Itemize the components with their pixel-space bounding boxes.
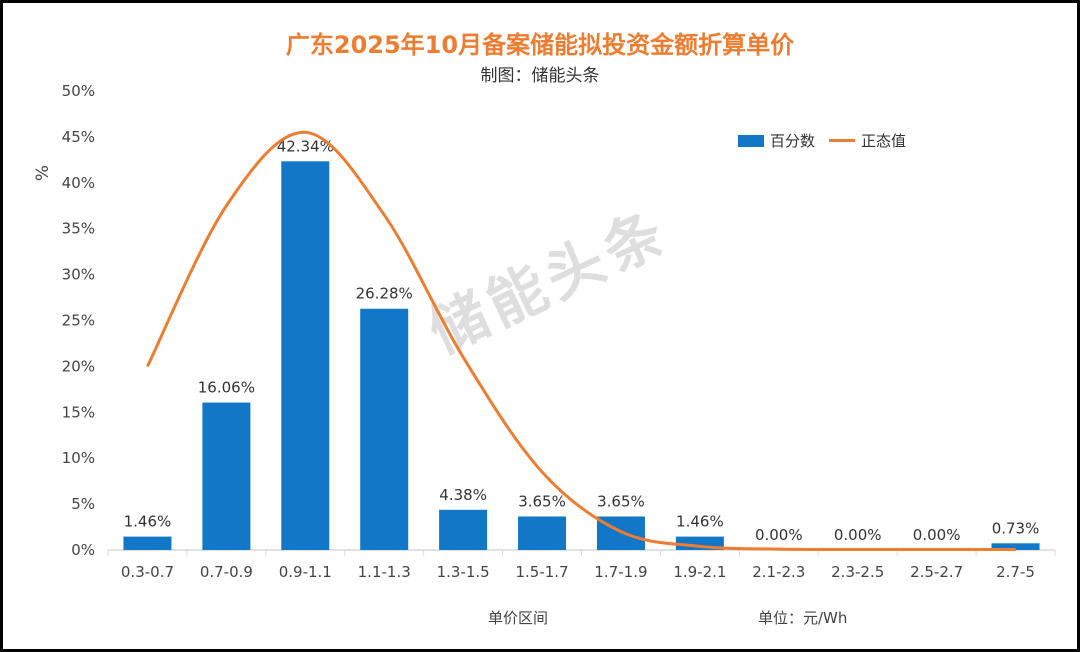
- bar: [202, 402, 251, 550]
- x-tick-label: 1.9-2.1: [673, 563, 726, 581]
- x-axis-label: 单价区间: [488, 609, 549, 627]
- bar: [518, 516, 567, 550]
- y-tick-label: 10%: [62, 449, 95, 467]
- data-label: 16.06%: [198, 379, 255, 397]
- data-label: 3.65%: [597, 492, 645, 510]
- data-label: 26.28%: [356, 285, 413, 303]
- x-tick-label: 1.3-1.5: [437, 563, 490, 581]
- x-tick-label: 1.7-1.9: [594, 563, 647, 581]
- y-tick-label: 0%: [71, 541, 95, 559]
- y-tick-label: 50%: [62, 82, 95, 100]
- data-label: 0.73%: [992, 519, 1040, 537]
- chart-title: 广东2025年10月备案储能拟投资金额折算单价: [285, 31, 795, 59]
- legend-bar-label: 百分数: [770, 132, 816, 150]
- x-tick-label: 2.3-2.5: [831, 563, 884, 581]
- legend-line-label: 正态值: [861, 132, 907, 150]
- chart-frame: 广东2025年10月备案储能拟投资金额折算单价 制图：储能头条 储能头条 % 0…: [3, 3, 1077, 649]
- chart-subtitle: 制图：储能头条: [480, 66, 600, 86]
- bar: [123, 536, 172, 550]
- bar: [281, 161, 330, 551]
- x-tick-label: 1.1-1.3: [358, 563, 411, 581]
- data-label: 1.46%: [124, 513, 172, 531]
- data-label: 3.65%: [518, 492, 566, 510]
- data-label: 1.46%: [676, 513, 724, 531]
- legend: 百分数 正态值: [738, 130, 906, 151]
- y-tick-label: 25%: [62, 312, 95, 330]
- y-tick-label: 40%: [62, 174, 95, 192]
- x-tick-label: 1.5-1.7: [515, 563, 568, 581]
- bar: [360, 308, 409, 550]
- legend-line-swatch: [829, 139, 856, 142]
- x-tick-label: 0.7-0.9: [200, 563, 253, 581]
- y-tick-label: 5%: [71, 495, 95, 513]
- data-label: 42.34%: [277, 137, 334, 155]
- data-label: 0.00%: [834, 526, 882, 544]
- x-tick-label: 2.7-5: [996, 563, 1035, 581]
- data-label: 0.00%: [913, 526, 961, 544]
- y-tick-label: 15%: [62, 403, 95, 421]
- x-tick-label: 0.9-1.1: [279, 563, 332, 581]
- normal-curve-line: [146, 130, 1016, 552]
- y-tick-label: 35%: [62, 220, 95, 238]
- bar: [439, 509, 488, 550]
- data-label: 4.38%: [439, 486, 487, 504]
- x-tick-label: 2.5-2.7: [910, 563, 963, 581]
- x-tick-label: 2.1-2.3: [752, 563, 805, 581]
- y-tick-label: 20%: [62, 357, 95, 375]
- bar: [991, 543, 1040, 550]
- y-tick-label: 45%: [62, 128, 95, 146]
- unit-note: 单位：元/Wh: [758, 609, 848, 627]
- legend-bar-swatch: [738, 134, 764, 147]
- data-label: 0.00%: [755, 526, 803, 544]
- x-tick-label: 0.3-0.7: [121, 563, 174, 581]
- plot-area: 0% 5% 10% 15% 20% 25% 30% 35% 40% 45% 50% 1.46% 0.3-…: [62, 82, 1056, 581]
- y-tick-label: 30%: [62, 266, 95, 284]
